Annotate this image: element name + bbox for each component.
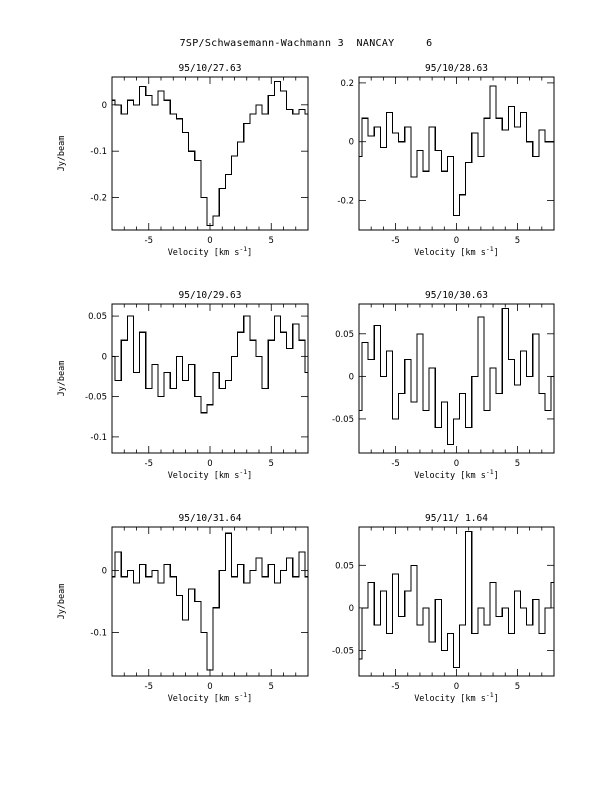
plot-frame xyxy=(358,526,555,677)
y-tick-label: 0.05 xyxy=(335,561,354,571)
panel-title: 95/10/28.63 xyxy=(425,63,488,74)
x-axis-label: Velocity [km s-1] xyxy=(168,468,253,481)
panel-title: 95/10/29.63 xyxy=(179,290,242,301)
y-tick-label: -0.2 xyxy=(337,197,354,207)
x-tick-label: 0 xyxy=(454,236,459,246)
x-tick-label: 0 xyxy=(207,236,212,246)
plot-frame xyxy=(111,526,309,677)
y-tick-label: 0 xyxy=(349,372,354,382)
y-tick-label: -0.05 xyxy=(332,646,354,656)
panel-title: 95/10/31.64 xyxy=(179,513,242,524)
x-axis-label: Velocity [km s-1] xyxy=(414,468,499,481)
x-axis-label: Velocity [km s-1] xyxy=(414,691,499,704)
y-axis-label: Jy/beam xyxy=(57,361,67,397)
plot-frame xyxy=(358,303,555,454)
x-tick-label: -5 xyxy=(391,682,399,692)
y-tick-label: 0 xyxy=(349,604,354,614)
x-tick-label: 5 xyxy=(515,459,520,469)
x-tick-label: 0 xyxy=(207,682,212,692)
y-tick-label: -0.1 xyxy=(90,629,107,639)
x-tick-label: 0 xyxy=(454,459,459,469)
y-tick-label: 0 xyxy=(102,566,107,576)
plot-frame xyxy=(358,76,555,231)
x-tick-label: -5 xyxy=(145,459,153,469)
x-tick-label: 5 xyxy=(269,236,274,246)
x-tick-label: 5 xyxy=(269,459,274,469)
spectrum-trace xyxy=(359,85,554,216)
x-tick-label: 0 xyxy=(454,682,459,692)
spectrum-trace xyxy=(112,81,308,226)
y-tick-label: -0.05 xyxy=(85,393,107,403)
y-tick-label: -0.2 xyxy=(90,194,107,204)
spectrum-trace xyxy=(112,315,308,414)
spectrum-trace xyxy=(359,307,554,446)
page-title: 7SP/Schwasemann-Wachmann 3 NANCAY 6 xyxy=(179,38,433,49)
x-axis-label: Velocity [km s-1] xyxy=(168,245,253,258)
y-tick-label: 0.05 xyxy=(88,312,107,322)
y-axis-label: Jy/beam xyxy=(57,136,67,172)
panel-title: 95/10/30.63 xyxy=(425,290,488,301)
y-tick-label: -0.1 xyxy=(90,433,107,443)
spectrum-trace xyxy=(359,530,554,669)
panel-title: 95/10/27.63 xyxy=(179,63,242,74)
spectrum-trace xyxy=(112,532,308,671)
y-tick-label: 0 xyxy=(102,101,107,111)
x-tick-label: -5 xyxy=(145,682,153,692)
y-tick-label: -0.1 xyxy=(90,147,107,157)
x-tick-label: 0 xyxy=(207,459,212,469)
y-tick-label: 0.05 xyxy=(335,330,354,340)
x-axis-label: Velocity [km s-1] xyxy=(168,691,253,704)
x-tick-label: 5 xyxy=(515,236,520,246)
y-axis-label: Jy/beam xyxy=(57,584,67,620)
plot-frame xyxy=(111,76,309,231)
x-tick-label: 5 xyxy=(269,682,274,692)
x-tick-label: -5 xyxy=(391,459,399,469)
y-tick-label: -0.05 xyxy=(332,415,354,425)
plot-frame xyxy=(111,303,309,454)
x-tick-label: -5 xyxy=(145,236,153,246)
y-tick-label: 0 xyxy=(102,352,107,362)
y-tick-label: 0 xyxy=(349,138,354,148)
x-axis-label: Velocity [km s-1] xyxy=(414,245,499,258)
y-tick-label: 0.2 xyxy=(340,79,354,89)
x-tick-label: -5 xyxy=(391,236,399,246)
x-tick-label: 5 xyxy=(515,682,520,692)
panel-title: 95/11/ 1.64 xyxy=(425,513,488,524)
